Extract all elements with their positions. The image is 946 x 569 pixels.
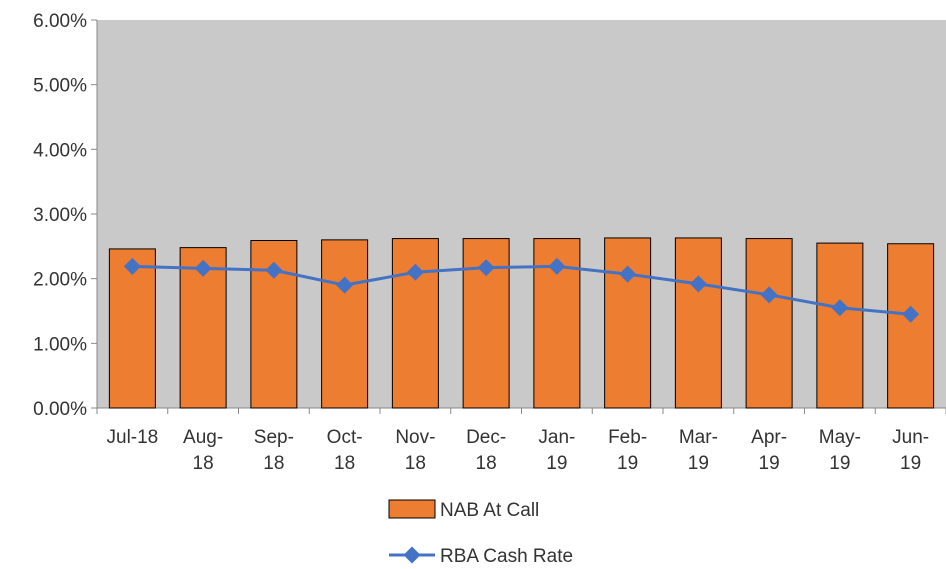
y-axis: 0.00% 1.00% 2.00% 3.00% 4.00% 5.00% 6.00% <box>33 11 98 420</box>
point-rba-cash-rate <box>831 299 849 317</box>
point-rba-cash-rate <box>902 305 920 323</box>
line-rba-cash-rate <box>123 257 920 323</box>
point-rba-cash-rate <box>689 275 707 293</box>
bar-nab-at-call <box>887 243 935 409</box>
x-tick-label: Apr-19 <box>751 427 787 474</box>
x-tick-label: Sep-18 <box>254 427 294 474</box>
x-tick-label: Jan-19 <box>538 427 575 474</box>
point-rba-cash-rate <box>406 263 424 281</box>
point-rba-cash-rate <box>265 261 283 279</box>
legend-marker-rba-cash-rate <box>403 546 421 564</box>
bar-nab-at-call <box>816 242 864 409</box>
x-tick-label: May-19 <box>819 427 861 474</box>
point-rba-cash-rate <box>336 276 354 294</box>
series-line-rba-cash-rate <box>132 264 911 316</box>
x-axis: Jul-18 Aug-18 Sep-18 Oct-18 Nov-18 Dec-18 Jan-… <box>96 407 946 474</box>
bar-nab-at-call <box>321 239 369 409</box>
x-tick-label: Jun-19 <box>892 427 929 474</box>
x-tick-label: Jul-18 <box>107 427 159 448</box>
bar-nab-at-call <box>745 238 793 409</box>
x-tick-label: Mar-19 <box>679 427 718 474</box>
legend-label-rba-cash-rate: RBA Cash Rate <box>440 546 573 567</box>
bar-nab-at-call <box>674 237 722 409</box>
x-tick-label: Dec-18 <box>466 427 506 474</box>
legend-label-nab-at-call: NAB At Call <box>440 500 539 521</box>
x-tick-label: Aug-18 <box>183 427 223 474</box>
bar-nab-at-call <box>108 248 156 409</box>
legend-swatch-nab-at-call <box>388 499 436 519</box>
bar-nab-at-call <box>604 237 652 409</box>
point-rba-cash-rate <box>548 257 566 275</box>
x-tick-label: Oct-18 <box>327 427 363 474</box>
y-tick-label: 3.00% <box>33 205 87 226</box>
y-tick-label: 0.00% <box>33 399 87 420</box>
y-tick-label: 6.00% <box>33 11 87 32</box>
point-rba-cash-rate <box>194 259 212 277</box>
point-rba-cash-rate <box>619 265 637 283</box>
plot-area <box>97 20 946 408</box>
y-tick-label: 2.00% <box>33 270 87 291</box>
point-rba-cash-rate <box>760 286 778 304</box>
y-tick-label: 5.00% <box>33 76 87 97</box>
legend: NAB At Call RBA Cash Rate <box>388 499 573 567</box>
point-rba-cash-rate <box>477 259 495 277</box>
x-tick-label: Feb-19 <box>608 427 647 474</box>
y-tick-label: 4.00% <box>33 140 87 161</box>
x-tick-label: Nov-18 <box>395 427 435 474</box>
y-tick-label: 1.00% <box>33 334 87 355</box>
